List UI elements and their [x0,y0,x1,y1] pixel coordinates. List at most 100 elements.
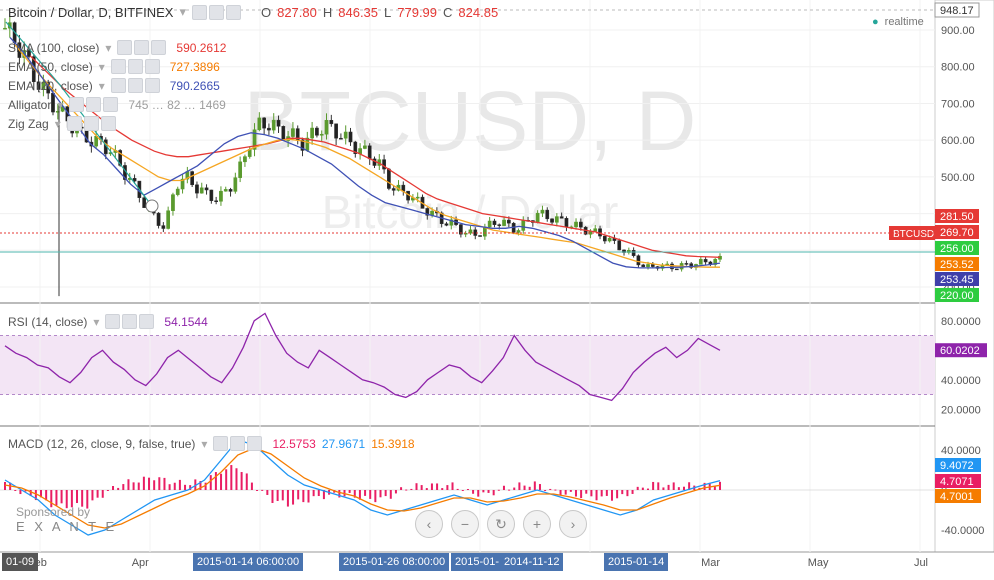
macd-histogram-bar [631,490,634,494]
macd-histogram-bar [364,490,367,496]
indicator-legend-buttons[interactable] [110,59,160,74]
macd-histogram-bar [461,490,464,492]
macd-histogram-bar [101,490,104,498]
close-icon[interactable] [151,40,167,55]
candle-body [468,229,473,234]
gear-icon[interactable] [127,78,143,93]
legend-buttons[interactable] [191,4,241,20]
macd-histogram-bar [317,490,320,497]
indicator-legend-row: SMA (100, close) ▾ 590.2612 [8,40,226,55]
candle-body [363,145,367,149]
candle-body [204,187,209,191]
scroll-right-icon[interactable]: › [559,510,587,538]
dot-icon: ● [872,16,879,28]
close-icon[interactable] [225,4,241,20]
indicator-legend-buttons[interactable] [66,116,116,131]
macd-histogram-bar [508,489,511,491]
close-icon[interactable] [144,59,160,74]
sponsor-block[interactable]: Sponsored by E X A N T E [16,505,117,534]
candle-body [195,184,199,194]
eye-icon[interactable] [110,59,126,74]
macd-histogram-bar [379,490,382,498]
macd-histogram-bar [487,490,490,493]
close-icon[interactable] [103,97,119,112]
rsi-legend-buttons[interactable] [105,314,155,329]
macd-histogram-bar [662,487,665,490]
close-icon[interactable] [139,314,155,329]
macd-histogram-bar [29,490,32,497]
price-badge-bg [934,2,980,18]
candle-body [132,178,137,182]
price-badge-label: 256.00 [940,243,974,255]
time-axis-label: Mar [701,557,720,569]
candle-body [329,120,334,125]
gear-icon[interactable] [208,4,224,20]
macd-signal-value: 15.3918 [371,436,415,451]
candle-body [521,220,526,231]
candle-body [262,117,266,129]
sponsor-logo[interactable]: E X A N T E [16,519,118,534]
close-icon[interactable] [247,436,263,451]
price-badge-bg [935,225,979,239]
candle-body [650,264,655,267]
indicator-legend-label: Alligator [8,97,52,112]
gear-icon[interactable] [230,436,246,451]
macd-histogram-bar [610,490,613,501]
reset-icon[interactable]: ↻ [487,510,515,538]
eye-icon[interactable] [117,40,133,55]
time-axis-date-tag: 01-09 [2,553,39,571]
chevron-down-icon[interactable]: ▾ [201,436,208,451]
candle-body [425,208,430,216]
macd-histogram-bar [220,473,223,490]
scroll-left-icon[interactable]: ‹ [415,510,443,538]
candle-body [339,137,343,140]
eye-icon[interactable] [191,4,207,20]
chart-nav-controls[interactable]: ‹ − ↻ + › [415,510,587,538]
macd-histogram-bar [178,479,181,490]
macd-histogram-bar [204,482,207,490]
chevron-down-icon[interactable]: ▾ [105,40,112,55]
macd-legend-buttons[interactable] [213,436,263,451]
low-value: 779.99 [397,4,438,20]
chevron-down-icon[interactable]: ▾ [179,4,186,19]
macd-histogram-bar [302,490,305,503]
candle-body [324,120,329,135]
gear-icon[interactable] [83,116,99,131]
indicator-legend-buttons[interactable] [69,97,119,112]
candle-body [674,268,679,271]
macd-histogram-bar [266,490,269,495]
close-icon[interactable] [100,116,116,131]
eye-icon[interactable] [110,78,126,93]
macd-histogram-bar [682,486,685,490]
gear-icon[interactable] [134,40,150,55]
chevron-down-icon[interactable]: ▾ [98,78,105,93]
eye-icon[interactable] [213,436,229,451]
price-badge-label: 253.45 [940,274,974,286]
candle-body [559,216,564,219]
chevron-down-icon[interactable]: ▾ [98,59,105,74]
macd-histogram-bar [112,486,115,490]
chevron-down-icon[interactable]: ▾ [54,116,61,131]
zoom-in-icon[interactable]: + [523,510,551,538]
macd-histogram-bar [420,485,423,490]
eye-icon[interactable] [66,116,82,131]
gear-icon[interactable] [127,59,143,74]
macd-histogram-bar [523,485,526,490]
chevron-down-icon[interactable]: ▾ [57,97,64,112]
gear-icon[interactable] [122,314,138,329]
indicator-legend-buttons[interactable] [117,40,167,55]
macd-histogram-bar [533,481,536,490]
zoom-out-icon[interactable]: − [451,510,479,538]
chevron-down-icon[interactable]: ▾ [93,314,100,329]
candle-body [545,209,550,220]
macd-histogram-bar [446,485,449,490]
gear-icon[interactable] [86,97,102,112]
eye-icon[interactable] [105,314,121,329]
eye-icon[interactable] [69,97,85,112]
close-icon[interactable] [144,78,160,93]
macd-histogram-bar [322,490,325,500]
indicator-legend-buttons[interactable] [110,78,160,93]
